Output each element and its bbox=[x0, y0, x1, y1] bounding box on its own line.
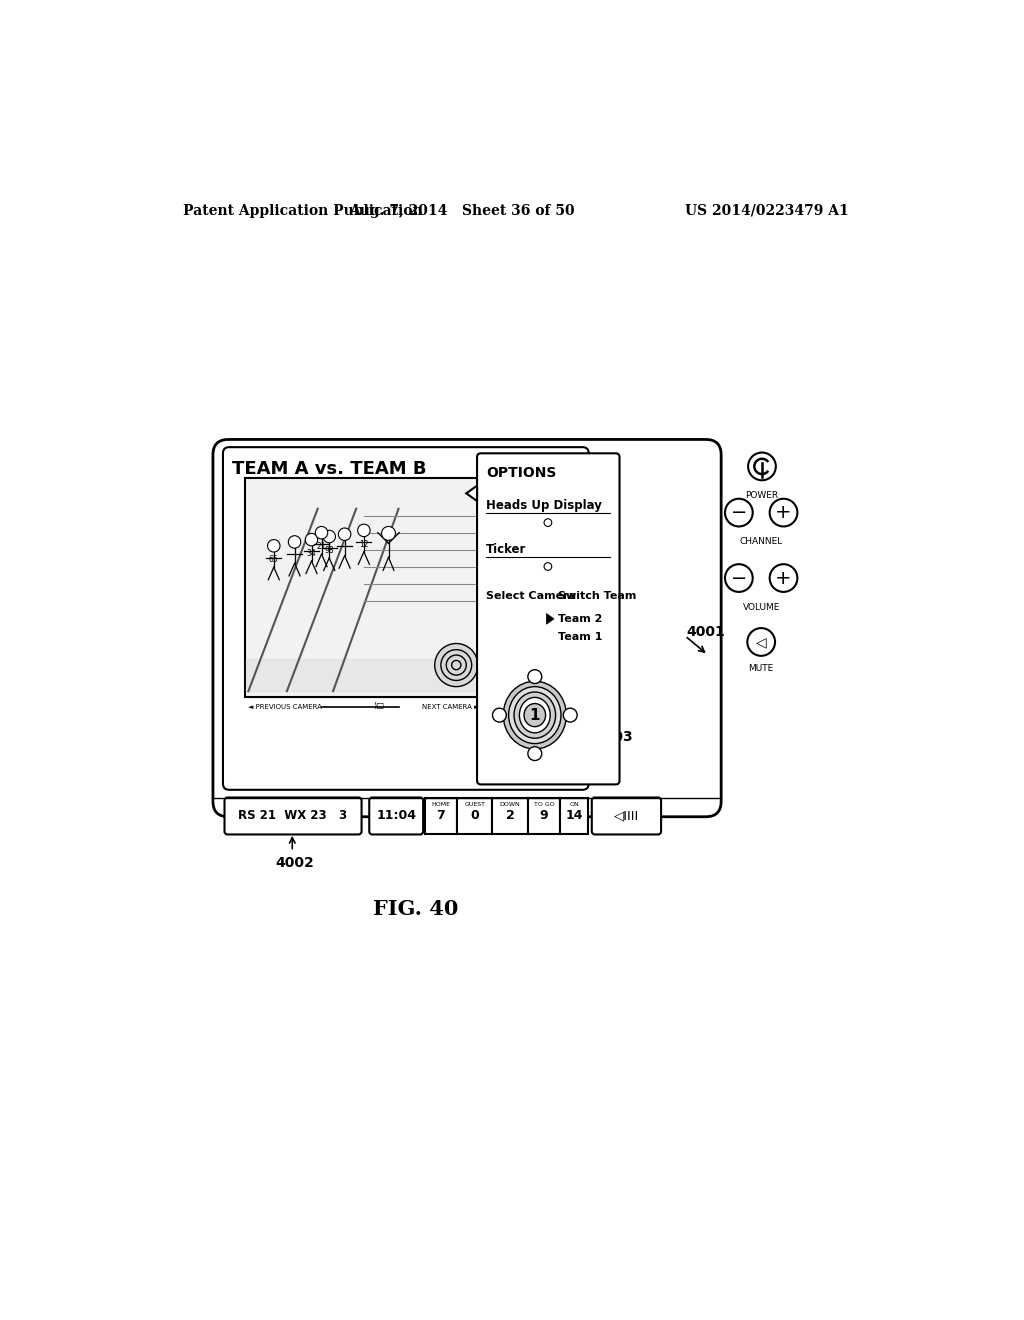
Text: 12: 12 bbox=[359, 540, 369, 549]
FancyBboxPatch shape bbox=[224, 797, 361, 834]
Bar bbox=[425, 797, 457, 834]
Text: DOWN: DOWN bbox=[500, 803, 520, 807]
Bar bbox=[457, 797, 493, 834]
FancyBboxPatch shape bbox=[592, 797, 662, 834]
Circle shape bbox=[267, 540, 280, 552]
Circle shape bbox=[357, 524, 370, 537]
Circle shape bbox=[323, 531, 336, 543]
Bar bbox=[560, 797, 588, 834]
Text: 9: 9 bbox=[540, 809, 549, 822]
Text: ◄ PREVIOUS CAMERA: ◄ PREVIOUS CAMERA bbox=[249, 705, 323, 710]
Text: Patent Application Publication: Patent Application Publication bbox=[183, 203, 423, 218]
Circle shape bbox=[749, 453, 776, 480]
Text: NEXT CAMERA ►: NEXT CAMERA ► bbox=[422, 705, 479, 710]
Circle shape bbox=[725, 499, 753, 527]
Text: Switch Team: Switch Team bbox=[558, 591, 636, 601]
Text: −: − bbox=[731, 569, 748, 587]
Circle shape bbox=[435, 644, 478, 686]
Text: Team 1: Team 1 bbox=[558, 631, 602, 642]
Text: 14: 14 bbox=[565, 809, 583, 822]
Text: 65: 65 bbox=[269, 556, 279, 564]
Text: 4002: 4002 bbox=[275, 855, 314, 870]
Circle shape bbox=[544, 562, 552, 570]
Circle shape bbox=[725, 564, 753, 591]
Bar bbox=[528, 797, 560, 834]
Circle shape bbox=[382, 527, 395, 540]
Text: ◁: ◁ bbox=[756, 635, 767, 649]
Circle shape bbox=[748, 628, 775, 656]
Text: Team 2: Team 2 bbox=[558, 614, 602, 624]
Ellipse shape bbox=[514, 692, 556, 738]
Text: +: + bbox=[775, 569, 792, 587]
Bar bbox=[493, 797, 528, 834]
Text: TEAM A vs. TEAM B: TEAM A vs. TEAM B bbox=[232, 459, 427, 478]
Text: HOME: HOME bbox=[431, 803, 451, 807]
Text: US 2014/0223479 A1: US 2014/0223479 A1 bbox=[685, 203, 849, 218]
Text: VOLUME: VOLUME bbox=[742, 603, 780, 611]
Ellipse shape bbox=[503, 681, 566, 748]
Circle shape bbox=[289, 536, 301, 548]
Text: OPTIONS: OPTIONS bbox=[486, 466, 557, 479]
Text: 98: 98 bbox=[325, 546, 334, 554]
Text: RS 21  WX 23   3: RS 21 WX 23 3 bbox=[239, 809, 347, 822]
Text: Select Camera: Select Camera bbox=[486, 591, 577, 601]
Text: 4001: 4001 bbox=[686, 624, 725, 639]
Text: 1: 1 bbox=[529, 708, 540, 722]
FancyBboxPatch shape bbox=[477, 453, 620, 784]
Text: ⟩□: ⟩□ bbox=[374, 701, 385, 710]
Text: POWER: POWER bbox=[745, 491, 778, 500]
Ellipse shape bbox=[524, 704, 546, 726]
Circle shape bbox=[528, 747, 542, 760]
Circle shape bbox=[493, 709, 506, 722]
Text: 21: 21 bbox=[316, 543, 327, 550]
Text: Heads Up Display: Heads Up Display bbox=[486, 499, 602, 512]
Text: 0: 0 bbox=[470, 809, 479, 822]
Text: Ticker: Ticker bbox=[486, 543, 526, 556]
Polygon shape bbox=[466, 486, 477, 502]
Text: 11:04: 11:04 bbox=[376, 809, 416, 822]
Circle shape bbox=[544, 519, 552, 527]
Text: CHANNEL: CHANNEL bbox=[739, 537, 782, 546]
Circle shape bbox=[528, 669, 542, 684]
Text: TO GO: TO GO bbox=[534, 803, 554, 807]
Circle shape bbox=[305, 533, 317, 546]
Text: 2: 2 bbox=[506, 809, 514, 822]
FancyBboxPatch shape bbox=[370, 797, 423, 834]
Ellipse shape bbox=[519, 697, 550, 733]
Text: ON: ON bbox=[569, 803, 579, 807]
Circle shape bbox=[315, 527, 328, 539]
Circle shape bbox=[770, 499, 798, 527]
Text: Aug. 7, 2014   Sheet 36 of 50: Aug. 7, 2014 Sheet 36 of 50 bbox=[349, 203, 574, 218]
Bar bbox=[245, 478, 483, 697]
Text: FIG. 40: FIG. 40 bbox=[373, 899, 458, 919]
Ellipse shape bbox=[509, 686, 561, 743]
Circle shape bbox=[338, 528, 351, 540]
Circle shape bbox=[770, 564, 798, 591]
Text: +: + bbox=[775, 503, 792, 523]
Text: 4003: 4003 bbox=[594, 730, 633, 743]
Text: ◁IIII: ◁IIII bbox=[613, 809, 639, 822]
Text: 7: 7 bbox=[436, 809, 445, 822]
Text: −: − bbox=[731, 503, 748, 523]
FancyBboxPatch shape bbox=[223, 447, 589, 789]
Text: GUEST: GUEST bbox=[464, 803, 485, 807]
Polygon shape bbox=[547, 614, 554, 624]
FancyBboxPatch shape bbox=[213, 440, 721, 817]
Circle shape bbox=[563, 709, 578, 722]
Text: 34: 34 bbox=[306, 549, 316, 558]
Text: MUTE: MUTE bbox=[749, 664, 774, 673]
